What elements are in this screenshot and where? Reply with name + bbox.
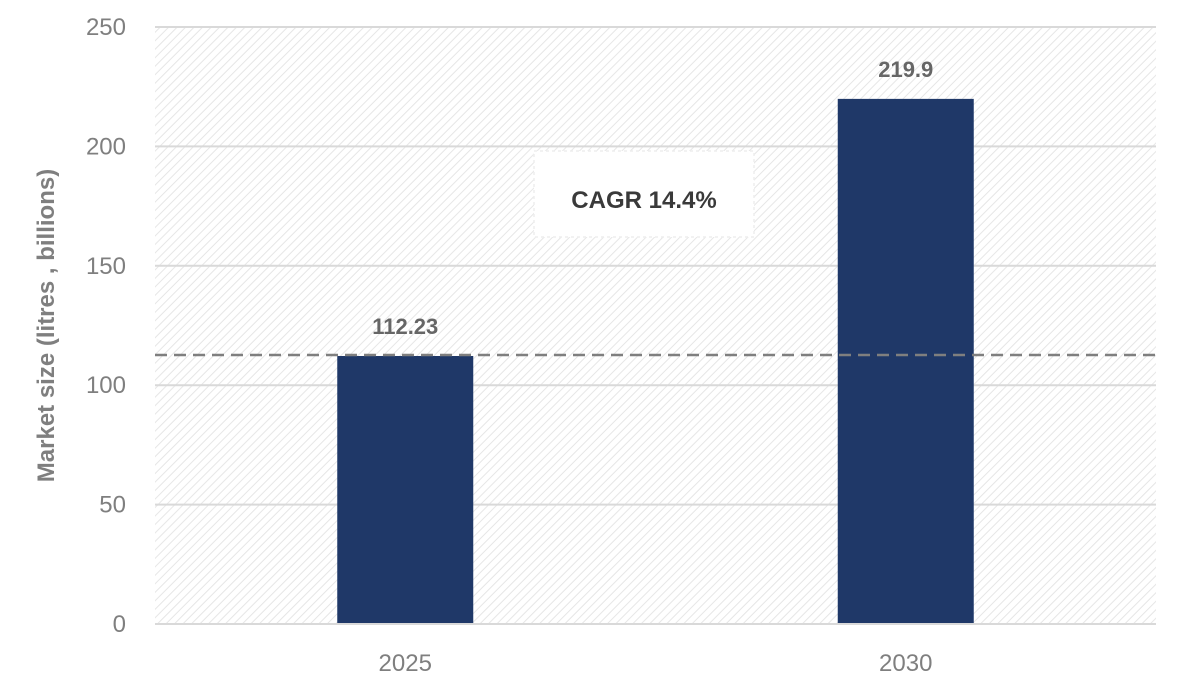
y-tick-label: 200 — [86, 133, 126, 160]
plot-area — [155, 27, 1156, 624]
data-label-2030: 219.9 — [878, 57, 933, 82]
x-tick-label-2025: 2025 — [379, 650, 432, 677]
y-tick-label: 150 — [86, 253, 126, 280]
annotation-box — [533, 150, 755, 238]
cagr-annotation: CAGR 14.4% — [571, 187, 716, 214]
y-tick-label: 50 — [99, 492, 126, 519]
y-tick-label: 100 — [86, 372, 126, 399]
gridlines — [155, 26, 1156, 506]
y-axis-label: Market size (litres , billions) — [33, 169, 60, 482]
data-labels: 112.23 219.9 — [372, 57, 933, 339]
x-tick-label-2030: 2030 — [879, 650, 932, 677]
y-tick-label: 0 — [113, 611, 126, 638]
bar-2025 — [337, 355, 474, 624]
data-label-2025: 112.23 — [372, 314, 438, 339]
x-axis-ticks: 2025 2030 — [379, 650, 933, 677]
y-tick-label: 250 — [86, 14, 126, 41]
bar-2030 — [837, 98, 974, 625]
y-axis-ticks: 0 50 100 150 200 250 — [86, 14, 126, 638]
bars — [337, 98, 974, 625]
